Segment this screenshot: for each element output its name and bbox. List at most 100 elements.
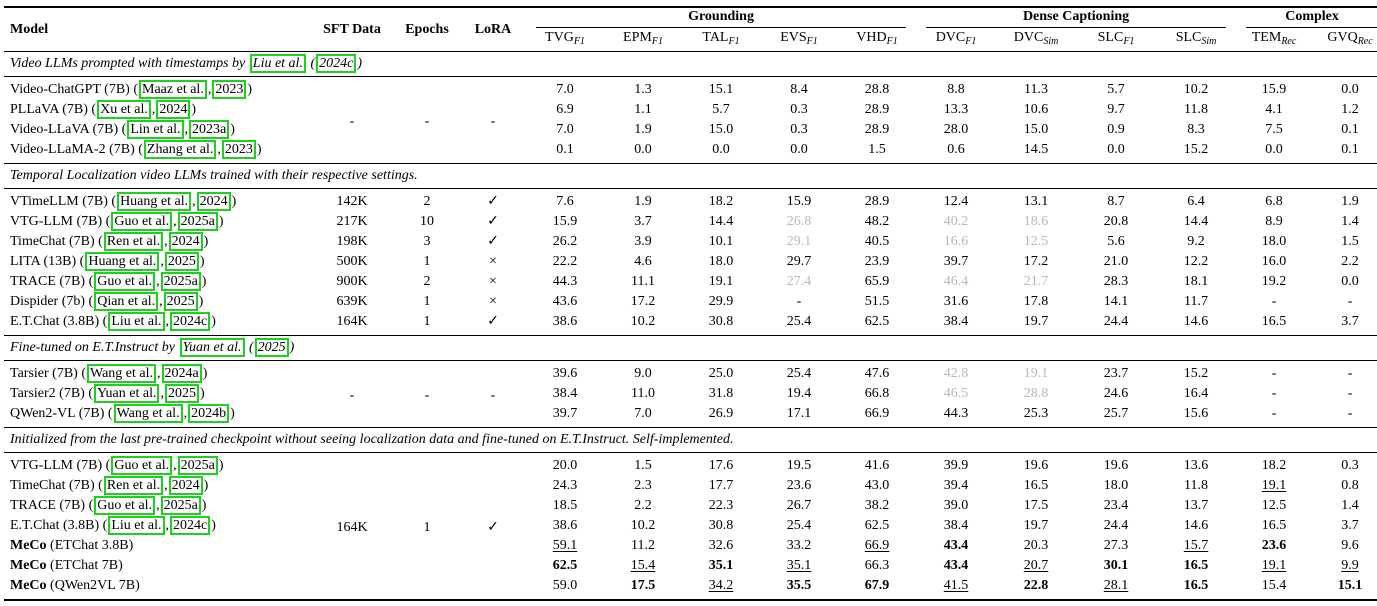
citation-link[interactable]: Liu et al.	[108, 312, 165, 331]
metric-cell: 15.2	[1183, 366, 1209, 381]
metric-cell: 43.4	[916, 536, 996, 556]
metric-value: 35.1	[786, 558, 812, 573]
table-row: Tarsier2 (7B) (Yuan et al., 2025) 38.4 11.0…	[4, 384, 1377, 404]
metric-cell: 1.4	[1341, 498, 1359, 513]
citation-link[interactable]: Xu et al.	[97, 100, 151, 119]
metric-cell: 67.9	[838, 576, 916, 600]
citation-link[interactable]: 2025a	[160, 272, 201, 291]
metric-name: SLC	[1175, 30, 1202, 45]
metric-subscript: Sim	[1043, 36, 1059, 47]
citation-link[interactable]: Guo et al.	[94, 496, 156, 515]
table-row: MeCo (ETChat 7B) 62.5 15.4 35.1 35.1 66.3 43.4…	[4, 556, 1377, 576]
metric-cell: 41.5	[916, 576, 996, 600]
epochs-cell: 1	[423, 519, 431, 535]
metric-cell: 19.1	[996, 361, 1076, 385]
citation-link[interactable]: Liu et al.	[249, 54, 306, 73]
citation-link[interactable]: Huang et al.	[85, 252, 160, 271]
metric-cell: 18.2	[708, 194, 734, 209]
group-header: Dense Captioning	[916, 7, 1236, 28]
epochs-cell: 1	[423, 294, 431, 309]
metric-cell: 30.8	[708, 518, 734, 533]
metric-cell: 9.2	[1187, 234, 1205, 249]
metric-value: 42.8	[943, 366, 969, 381]
citation-link[interactable]: 2024	[196, 192, 231, 211]
group-header-rule: Complex	[1246, 8, 1377, 28]
citation-link[interactable]: Zhang et al.	[143, 140, 217, 159]
metric-value: 27.4	[786, 274, 812, 289]
metric-header: DVCSim	[996, 28, 1077, 52]
citation-link[interactable]: 2024a	[161, 364, 202, 383]
metric-cell: 28.8	[864, 82, 890, 97]
citation-link[interactable]: Huang et al.	[117, 192, 192, 211]
metric-cell: 65.9	[864, 274, 890, 289]
citation-link[interactable]: Ren et al.	[103, 476, 164, 495]
metric-cell: 17.2	[1023, 254, 1049, 269]
metric-cell: 15.1	[708, 82, 734, 97]
metric-cell: 25.7	[1103, 406, 1129, 421]
section-header-text: Video LLMs prompted with timestamps by	[10, 56, 249, 71]
metric-cell: 1.3	[634, 82, 652, 97]
table-row: TRACE (7B) (Guo et al., 2025a) 18.5 2.2 22.3…	[4, 496, 1377, 516]
citation-link[interactable]: 2024c	[170, 312, 211, 331]
citation-link[interactable]: 2024b	[188, 404, 230, 423]
metric-subscript: F1	[886, 36, 898, 47]
metric-cell: 7.0	[634, 406, 652, 421]
citation-link[interactable]: 2025	[164, 384, 199, 403]
citation-link[interactable]: Wang et al.	[87, 364, 157, 383]
metric-cell: 32.6	[708, 538, 734, 553]
metric-cell: 1.4	[1341, 214, 1359, 229]
metric-cell: 39.6	[552, 366, 578, 381]
metric-cell: 40.2	[916, 212, 996, 232]
metric-cell: 8.7	[1107, 194, 1125, 209]
metric-cell: 19.6	[1023, 458, 1049, 473]
citation-link[interactable]: 2024	[168, 232, 203, 251]
group-header-rule: Dense Captioning	[926, 8, 1227, 28]
citation-link[interactable]: 2025a	[177, 212, 218, 231]
citation-link[interactable]: 2025	[254, 338, 289, 357]
metric-value: 66.9	[864, 538, 890, 553]
metric-value: 15.7	[1183, 538, 1209, 553]
metric-cell: -	[1347, 294, 1353, 309]
epochs-cell: -	[424, 113, 430, 129]
metric-cell: 7.0	[556, 82, 574, 97]
citation-link[interactable]: 2025a	[177, 456, 218, 475]
metric-value: 28.1	[1103, 578, 1129, 593]
citation-link[interactable]: 2024	[156, 100, 191, 119]
citation-link[interactable]: Maaz et al.	[139, 80, 207, 99]
citation-link[interactable]: 2025	[163, 292, 198, 311]
citation-link[interactable]: Guo et al.	[111, 456, 173, 475]
metric-cell: 46.4	[916, 272, 996, 292]
metric-cell: 16.5	[1261, 518, 1287, 533]
metric-cell: 28.8	[996, 384, 1076, 404]
table-row: VTG-LLM (7B) (Guo et al., 2025a) 164K 1 ✓ 20.…	[4, 453, 1377, 535]
citation-link[interactable]: 2023	[212, 80, 247, 99]
citation-link[interactable]: Wang et al.	[113, 404, 183, 423]
metric-cell: 19.7	[1023, 518, 1049, 533]
citation-link[interactable]: Guo et al.	[94, 272, 156, 291]
section-header-cell: Temporal Localization video LLMs trained…	[4, 163, 1377, 189]
metric-subscript: Sim	[1201, 36, 1217, 47]
citation-link[interactable]: Guo et al.	[111, 212, 173, 231]
citation-link[interactable]: 2024c	[316, 54, 357, 73]
citation-link[interactable]: 2023	[221, 140, 256, 159]
metric-cell: 43.4	[916, 556, 996, 576]
citation-link[interactable]: 2024c	[170, 516, 211, 535]
citation-link[interactable]: Ren et al.	[103, 232, 164, 251]
metric-cell: 16.5	[1156, 576, 1236, 600]
citation-link[interactable]: 2025a	[160, 496, 201, 515]
metric-cell: 24.4	[1103, 314, 1129, 329]
metric-header: TVGF1	[526, 28, 604, 52]
metric-cell: -	[1271, 366, 1277, 381]
citation-link[interactable]: 2024	[168, 476, 203, 495]
model-name-bold: MeCo	[10, 538, 47, 553]
citation-link[interactable]: Liu et al.	[108, 516, 165, 535]
citation-link[interactable]: 2025	[164, 252, 199, 271]
citation-link[interactable]: Yuan et al.	[94, 384, 160, 403]
section-header-cell: Fine-tuned on E.T.Instruct by Yuan et al…	[4, 335, 1377, 361]
metric-value: 43.4	[943, 538, 969, 553]
citation-link[interactable]: 2023a	[189, 120, 230, 139]
citation-link[interactable]: Lin et al.	[127, 120, 184, 139]
citation-link[interactable]: Qian et al.	[94, 292, 159, 311]
model-cell: PLLaVA (7B) (Xu et al., 2024)	[10, 100, 197, 119]
citation-link[interactable]: Yuan et al.	[179, 338, 245, 357]
